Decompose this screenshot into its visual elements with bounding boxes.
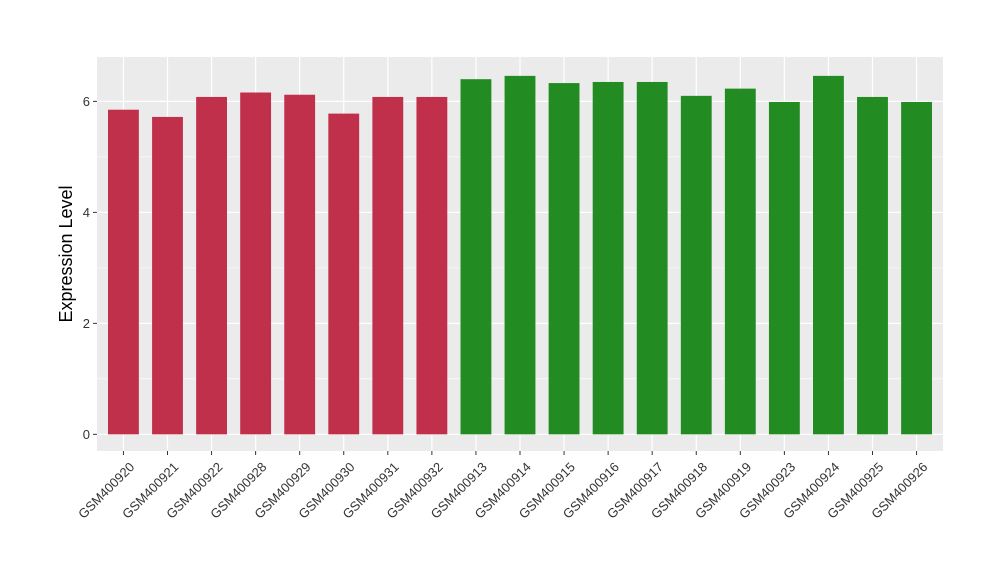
bar-gsm400913 (460, 79, 492, 435)
y-axis-title: Expression Level (56, 185, 76, 322)
bar-gsm400916 (592, 81, 624, 435)
bar-gsm400930 (328, 113, 360, 435)
bar-gsm400917 (636, 81, 668, 435)
bar-gsm400923 (768, 101, 800, 435)
bar-gsm400931 (372, 96, 404, 435)
bar-gsm400922 (196, 96, 227, 435)
bar-gsm400914 (504, 75, 536, 435)
y-axis: 0 2 4 6 (83, 94, 97, 442)
bar-gsm400932 (416, 96, 448, 435)
y-tick-label: 6 (83, 94, 90, 109)
bar-gsm400928 (240, 92, 272, 435)
bar-gsm400919 (724, 88, 756, 435)
bar-gsm400926 (901, 101, 932, 435)
bar-gsm400918 (680, 95, 712, 435)
bar-gsm400921 (152, 116, 183, 435)
bar-gsm400929 (284, 94, 316, 435)
bar-gsm400915 (548, 83, 580, 435)
y-tick-label: 2 (83, 316, 90, 331)
y-tick-label: 0 (83, 427, 90, 442)
x-axis: GSM400920GSM400921GSM400922GSM400928GSM4… (75, 451, 930, 522)
bars (108, 75, 932, 435)
y-tick-label: 4 (83, 205, 90, 220)
bar-gsm400925 (857, 96, 888, 435)
bar-gsm400920 (108, 109, 139, 435)
bar-gsm400924 (813, 75, 844, 435)
